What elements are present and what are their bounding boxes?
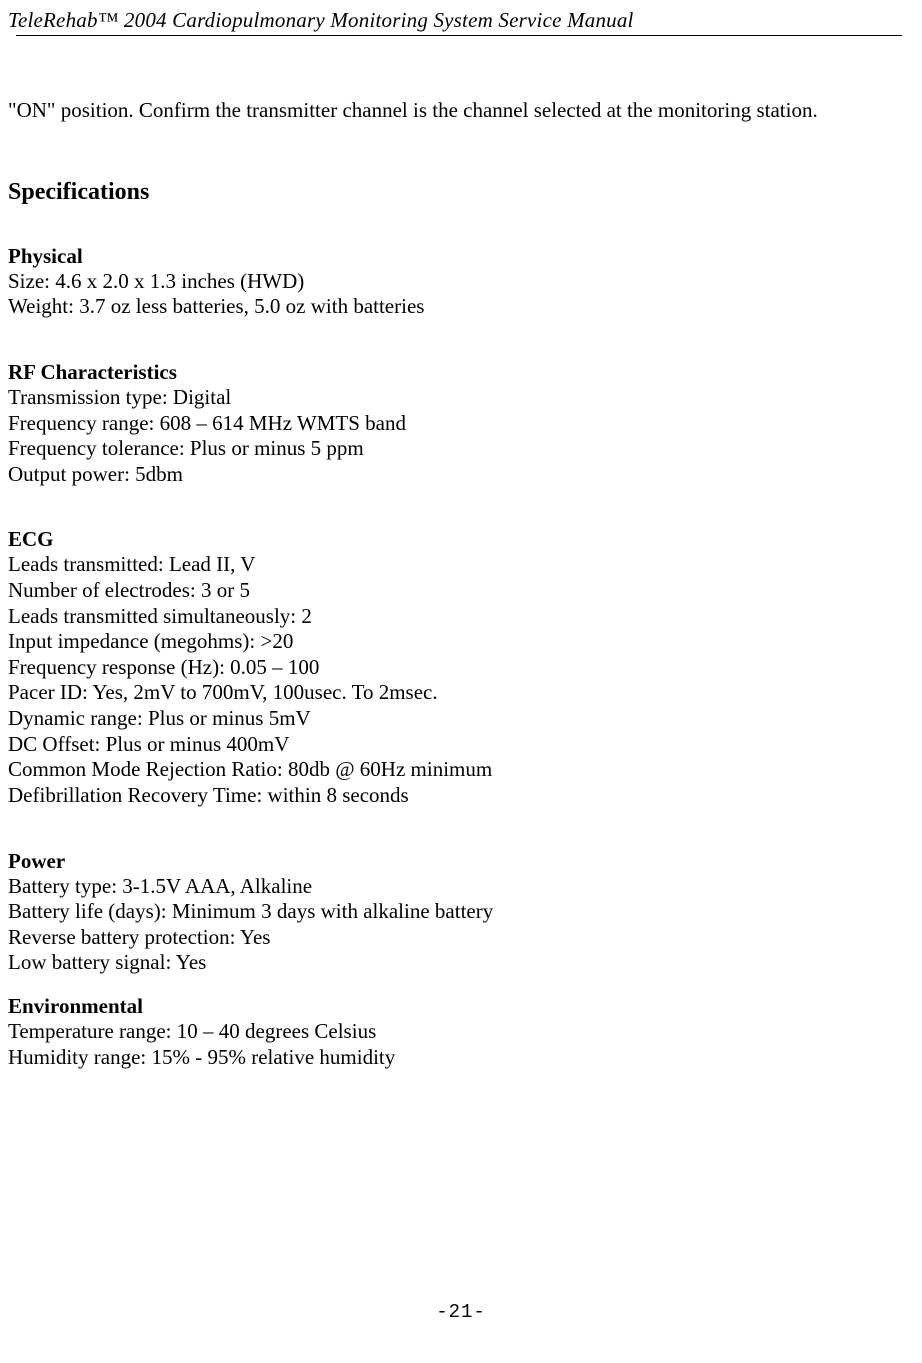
environmental-line: Humidity range: 15% - 95% relative humid… — [8, 1045, 922, 1071]
environmental-heading: Environmental — [8, 994, 922, 1019]
header-trademark: ™ — [98, 8, 119, 32]
ecg-line: DC Offset: Plus or minus 400mV — [8, 732, 922, 758]
rf-line: Transmission type: Digital — [8, 385, 922, 411]
rf-block: RF Characteristics Transmission type: Di… — [8, 360, 922, 487]
ecg-block: ECG Leads transmitted: Lead II, V Number… — [8, 527, 922, 808]
physical-heading: Physical — [8, 244, 922, 269]
ecg-line: Input impedance (megohms): >20 — [8, 629, 922, 655]
rf-line: Frequency range: 608 – 614 MHz WMTS band — [8, 411, 922, 437]
power-line: Battery type: 3-1.5V AAA, Alkaline — [8, 874, 922, 900]
intro-paragraph: "ON" position. Confirm the transmitter c… — [8, 98, 922, 123]
rf-heading: RF Characteristics — [8, 360, 922, 385]
power-line: Battery life (days): Minimum 3 days with… — [8, 899, 922, 925]
page-header: TeleRehab™ 2004 Cardiopulmonary Monitori… — [0, 0, 922, 36]
physical-block: Physical Size: 4.6 x 2.0 x 1.3 inches (H… — [8, 244, 922, 320]
ecg-line: Leads transmitted simultaneously: 2 — [8, 604, 922, 630]
power-heading: Power — [8, 849, 922, 874]
specifications-heading: Specifications — [8, 179, 922, 206]
ecg-line: Defibrillation Recovery Time: within 8 s… — [8, 783, 922, 809]
header-rest: 2004 Cardiopulmonary Monitoring System S… — [118, 8, 633, 32]
ecg-line: Dynamic range: Plus or minus 5mV — [8, 706, 922, 732]
ecg-line: Number of electrodes: 3 or 5 — [8, 578, 922, 604]
environmental-line: Temperature range: 10 – 40 degrees Celsi… — [8, 1019, 922, 1045]
physical-line: Weight: 3.7 oz less batteries, 5.0 oz wi… — [8, 294, 922, 320]
physical-line: Size: 4.6 x 2.0 x 1.3 inches (HWD) — [8, 269, 922, 295]
ecg-heading: ECG — [8, 527, 922, 552]
page-number: -21- — [0, 1301, 922, 1323]
ecg-line: Common Mode Rejection Ratio: 80db @ 60Hz… — [8, 757, 922, 783]
ecg-line: Leads transmitted: Lead II, V — [8, 552, 922, 578]
page-content: "ON" position. Confirm the transmitter c… — [0, 36, 922, 1070]
rf-line: Output power: 5dbm — [8, 462, 922, 488]
ecg-line: Frequency response (Hz): 0.05 – 100 — [8, 655, 922, 681]
power-line: Low battery signal: Yes — [8, 950, 922, 976]
rf-line: Frequency tolerance: Plus or minus 5 ppm — [8, 436, 922, 462]
header-product: TeleRehab — [8, 8, 98, 32]
header-title: TeleRehab™ 2004 Cardiopulmonary Monitori… — [8, 8, 922, 33]
power-line: Reverse battery protection: Yes — [8, 925, 922, 951]
page: TeleRehab™ 2004 Cardiopulmonary Monitori… — [0, 0, 922, 1363]
power-block: Power Battery type: 3-1.5V AAA, Alkaline… — [8, 849, 922, 976]
ecg-line: Pacer ID: Yes, 2mV to 700mV, 100usec. To… — [8, 680, 922, 706]
environmental-block: Environmental Temperature range: 10 – 40… — [8, 994, 922, 1070]
